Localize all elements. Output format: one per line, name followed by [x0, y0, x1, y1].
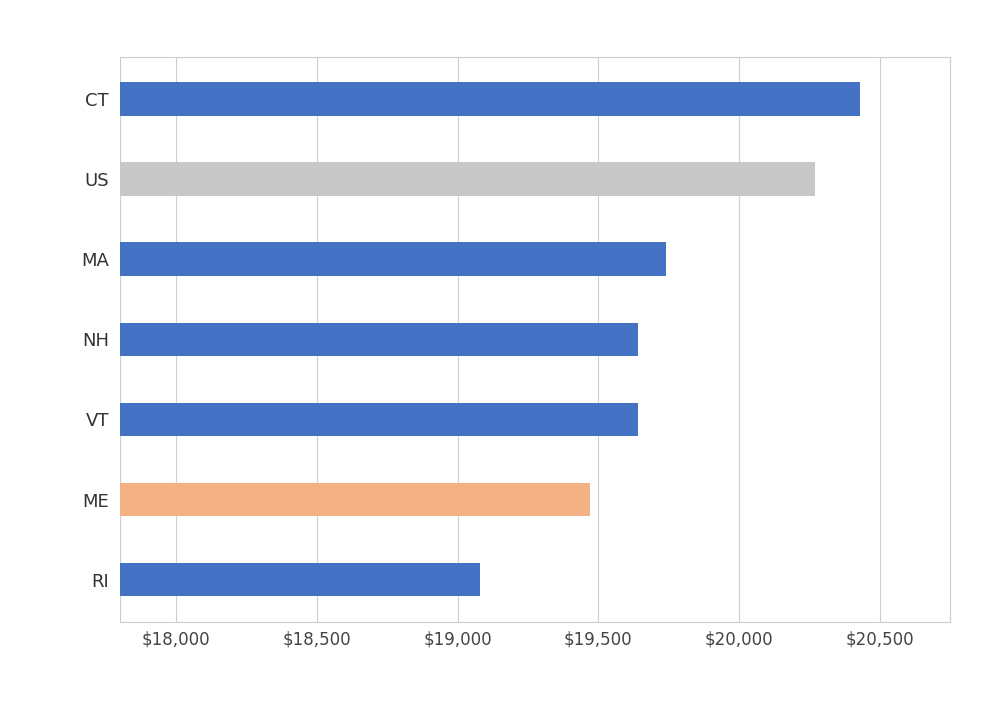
Bar [120, 563, 480, 597]
Bar [120, 163, 815, 196]
Bar [120, 82, 860, 116]
Bar [120, 322, 638, 356]
Bar [120, 243, 666, 276]
Bar [120, 402, 638, 436]
Bar [120, 483, 590, 516]
